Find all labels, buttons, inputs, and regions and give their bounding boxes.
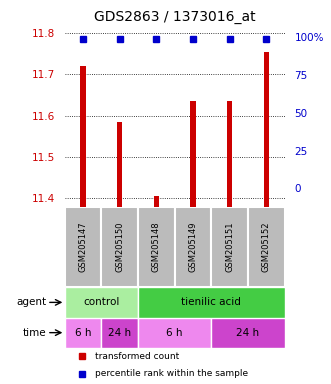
Text: agent: agent	[16, 297, 46, 307]
Bar	[117, 122, 122, 207]
Bar	[175, 207, 211, 287]
Text: time: time	[23, 328, 46, 338]
Text: GSM205151: GSM205151	[225, 222, 234, 272]
Bar	[101, 207, 138, 287]
Bar	[227, 101, 232, 207]
Title: GDS2863 / 1373016_at: GDS2863 / 1373016_at	[94, 10, 256, 24]
Bar	[65, 207, 101, 287]
Text: GSM205152: GSM205152	[262, 222, 271, 272]
Bar	[138, 318, 211, 348]
Text: GSM205150: GSM205150	[115, 222, 124, 272]
Bar	[263, 52, 269, 207]
Bar	[138, 207, 175, 287]
Bar	[65, 287, 138, 318]
Text: GSM205149: GSM205149	[188, 222, 198, 272]
Bar	[101, 318, 138, 348]
Text: control: control	[83, 297, 119, 307]
Bar	[80, 66, 86, 207]
Text: 6 h: 6 h	[166, 328, 183, 338]
Text: GSM205148: GSM205148	[152, 222, 161, 272]
Bar	[154, 196, 159, 207]
Bar	[211, 318, 285, 348]
Text: tienilic acid: tienilic acid	[181, 297, 241, 307]
Bar	[211, 207, 248, 287]
Bar	[138, 287, 285, 318]
Text: 6 h: 6 h	[74, 328, 91, 338]
Text: percentile rank within the sample: percentile rank within the sample	[95, 369, 249, 378]
Text: GSM205147: GSM205147	[78, 222, 87, 272]
Bar	[65, 318, 101, 348]
Text: 24 h: 24 h	[108, 328, 131, 338]
Text: 24 h: 24 h	[236, 328, 260, 338]
Text: transformed count: transformed count	[95, 352, 180, 361]
Bar	[248, 207, 285, 287]
Bar	[190, 101, 196, 207]
